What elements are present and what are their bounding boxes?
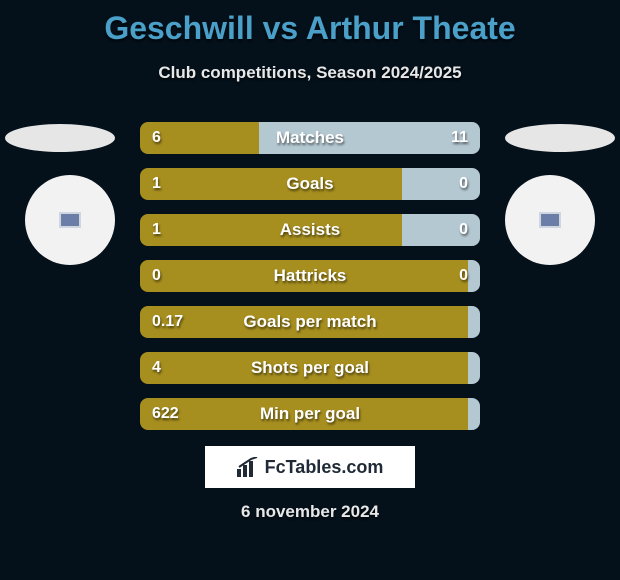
stat-row: 10Goals [140, 168, 480, 200]
subtitle: Club competitions, Season 2024/2025 [0, 63, 620, 83]
stat-bar-left: 622 [140, 398, 468, 430]
player-left-ellipse [5, 124, 115, 152]
stat-bar-right: 0 [402, 214, 480, 246]
stat-bar-left: 1 [140, 168, 402, 200]
stat-bar-right [468, 398, 480, 430]
chart-icon [237, 457, 259, 477]
stat-bar-right: 0 [402, 168, 480, 200]
stat-left-value: 0.17 [152, 313, 183, 331]
flag-icon [59, 212, 81, 228]
stat-row: 4Shots per goal [140, 352, 480, 384]
date-text: 6 november 2024 [0, 502, 620, 522]
page-title: Geschwill vs Arthur Theate [0, 0, 620, 47]
stat-left-value: 0 [152, 267, 161, 285]
stat-left-value: 1 [152, 221, 161, 239]
stat-row: 611Matches [140, 122, 480, 154]
stat-left-value: 6 [152, 129, 161, 147]
flag-icon [539, 212, 561, 228]
stat-bars: 611Matches10Goals10Assists00Hattricks0.1… [140, 122, 480, 444]
stat-row: 622Min per goal [140, 398, 480, 430]
stat-right-value: 0 [459, 267, 468, 285]
stat-bar-right [468, 352, 480, 384]
stat-bar-right [468, 306, 480, 338]
stat-left-value: 4 [152, 359, 161, 377]
stat-bar-right: 11 [259, 122, 480, 154]
stat-bar-left: 0 [140, 260, 468, 292]
stat-bar-left: 0.17 [140, 306, 468, 338]
stat-right-value: 0 [459, 221, 468, 239]
stat-bar-left: 4 [140, 352, 468, 384]
player-left-badge [25, 175, 115, 265]
stat-row: 00Hattricks [140, 260, 480, 292]
stat-row: 0.17Goals per match [140, 306, 480, 338]
stat-right-value: 0 [459, 175, 468, 193]
stat-left-value: 1 [152, 175, 161, 193]
stat-row: 10Assists [140, 214, 480, 246]
player-right-ellipse [505, 124, 615, 152]
logo-text: FcTables.com [265, 457, 384, 478]
stat-left-value: 622 [152, 405, 179, 423]
stat-bar-right: 0 [468, 260, 480, 292]
stat-bar-left: 1 [140, 214, 402, 246]
fctables-logo: FcTables.com [205, 446, 415, 488]
player-right-badge [505, 175, 595, 265]
stat-right-value: 11 [451, 129, 468, 147]
stat-bar-left: 6 [140, 122, 259, 154]
